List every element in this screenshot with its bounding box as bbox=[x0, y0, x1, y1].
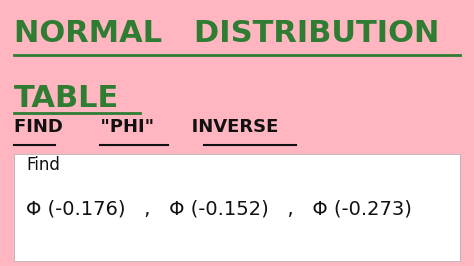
FancyBboxPatch shape bbox=[14, 154, 460, 261]
Text: Find: Find bbox=[26, 156, 60, 174]
Text: TABLE: TABLE bbox=[14, 84, 119, 113]
Text: FIND      "PHI"      INVERSE: FIND "PHI" INVERSE bbox=[14, 118, 279, 136]
Text: NORMAL   DISTRIBUTION: NORMAL DISTRIBUTION bbox=[14, 19, 439, 48]
Text: Φ (-0.176)   ,   Φ (-0.152)   ,   Φ (-0.273): Φ (-0.176) , Φ (-0.152) , Φ (-0.273) bbox=[26, 200, 412, 218]
